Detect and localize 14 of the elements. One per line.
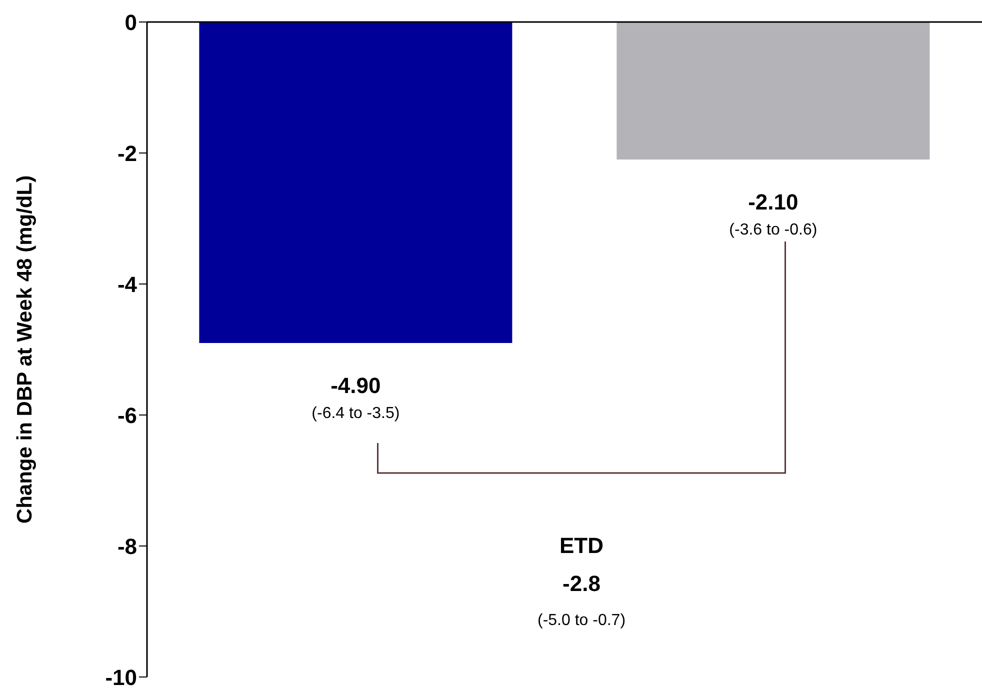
annotation: (-6.4 to -3.5) <box>312 404 400 422</box>
annotation: ETD <box>560 532 604 558</box>
y-tick-label: -8 <box>117 534 137 559</box>
data-label: -4.90 <box>330 372 381 398</box>
annotation: (-5.0 to -0.7) <box>537 612 626 629</box>
y-tick-label: -10 <box>105 664 137 689</box>
y-tick-label: -2 <box>117 140 137 166</box>
y-tick-label: -4 <box>117 272 138 297</box>
y-tick-label: 0 <box>124 10 137 35</box>
y-tick-label: -6 <box>117 402 137 428</box>
y-axis-title: Change in DBP at Week 48 (mg/dL) <box>13 175 36 524</box>
annotation: -2.8 <box>562 570 600 596</box>
data-label: -2.10 <box>748 190 798 215</box>
annotation: (-3.6 to -0.6) <box>729 222 818 239</box>
